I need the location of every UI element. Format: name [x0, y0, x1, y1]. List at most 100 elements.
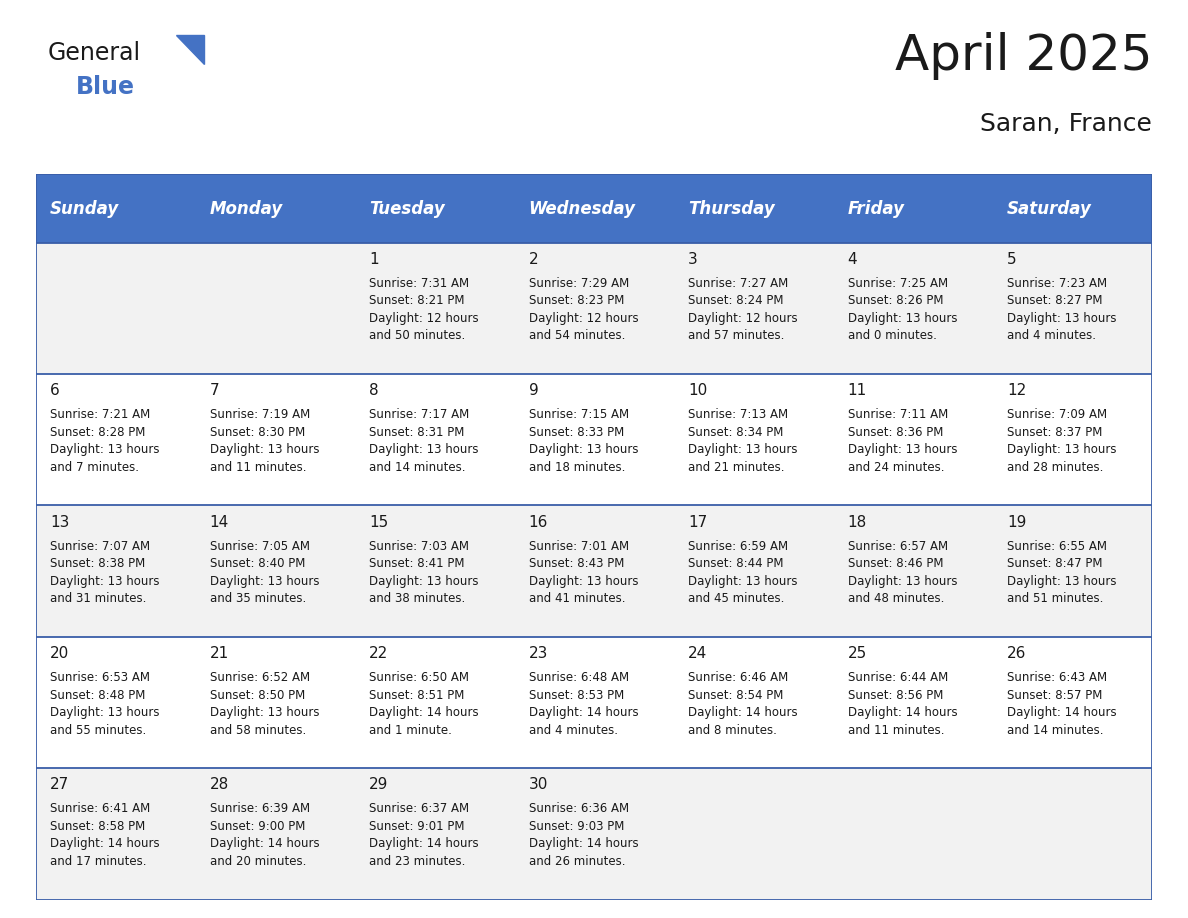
Bar — [514, 174, 674, 242]
Bar — [674, 174, 833, 242]
Bar — [833, 768, 993, 900]
Text: Tuesday: Tuesday — [369, 199, 444, 218]
Text: 2: 2 — [529, 252, 538, 267]
Text: Sunrise: 7:13 AM
Sunset: 8:34 PM
Daylight: 13 hours
and 21 minutes.: Sunrise: 7:13 AM Sunset: 8:34 PM Dayligh… — [688, 409, 797, 474]
Bar — [993, 174, 1152, 242]
Text: 18: 18 — [848, 515, 867, 530]
Text: Sunrise: 7:23 AM
Sunset: 8:27 PM
Daylight: 13 hours
and 4 minutes.: Sunrise: 7:23 AM Sunset: 8:27 PM Dayligh… — [1007, 277, 1117, 342]
Text: Saturday: Saturday — [1007, 199, 1092, 218]
Text: 17: 17 — [688, 515, 707, 530]
Text: Sunrise: 7:25 AM
Sunset: 8:26 PM
Daylight: 13 hours
and 0 minutes.: Sunrise: 7:25 AM Sunset: 8:26 PM Dayligh… — [848, 277, 958, 342]
Text: Sunrise: 7:21 AM
Sunset: 8:28 PM
Daylight: 13 hours
and 7 minutes.: Sunrise: 7:21 AM Sunset: 8:28 PM Dayligh… — [50, 409, 159, 474]
Bar — [833, 637, 993, 768]
Text: 10: 10 — [688, 384, 707, 398]
Text: Sunrise: 7:15 AM
Sunset: 8:33 PM
Daylight: 13 hours
and 18 minutes.: Sunrise: 7:15 AM Sunset: 8:33 PM Dayligh… — [529, 409, 638, 474]
Bar — [195, 174, 355, 242]
Text: 30: 30 — [529, 778, 548, 792]
Text: Sunrise: 7:05 AM
Sunset: 8:40 PM
Daylight: 13 hours
and 35 minutes.: Sunrise: 7:05 AM Sunset: 8:40 PM Dayligh… — [209, 540, 320, 605]
Bar — [36, 242, 195, 375]
Text: 22: 22 — [369, 646, 388, 661]
Text: Sunrise: 6:59 AM
Sunset: 8:44 PM
Daylight: 13 hours
and 45 minutes.: Sunrise: 6:59 AM Sunset: 8:44 PM Dayligh… — [688, 540, 797, 605]
Bar — [514, 637, 674, 768]
Text: 11: 11 — [848, 384, 867, 398]
Bar — [355, 174, 514, 242]
Text: 19: 19 — [1007, 515, 1026, 530]
Text: Sunrise: 7:17 AM
Sunset: 8:31 PM
Daylight: 13 hours
and 14 minutes.: Sunrise: 7:17 AM Sunset: 8:31 PM Dayligh… — [369, 409, 479, 474]
Bar — [36, 174, 195, 242]
Bar — [195, 768, 355, 900]
Bar — [36, 506, 195, 637]
Text: 6: 6 — [50, 384, 59, 398]
Text: Saran, France: Saran, France — [980, 112, 1152, 136]
Bar — [674, 375, 833, 506]
Bar — [674, 242, 833, 375]
Text: Sunrise: 6:39 AM
Sunset: 9:00 PM
Daylight: 14 hours
and 20 minutes.: Sunrise: 6:39 AM Sunset: 9:00 PM Dayligh… — [209, 802, 320, 868]
Text: 16: 16 — [529, 515, 548, 530]
Text: 26: 26 — [1007, 646, 1026, 661]
Bar — [993, 506, 1152, 637]
Bar — [195, 375, 355, 506]
Bar — [355, 242, 514, 375]
Text: 24: 24 — [688, 646, 707, 661]
Text: 13: 13 — [50, 515, 69, 530]
Bar — [833, 375, 993, 506]
Bar — [36, 768, 195, 900]
Text: 20: 20 — [50, 646, 69, 661]
Text: 4: 4 — [848, 252, 858, 267]
Text: 12: 12 — [1007, 384, 1026, 398]
Text: Sunrise: 6:53 AM
Sunset: 8:48 PM
Daylight: 13 hours
and 55 minutes.: Sunrise: 6:53 AM Sunset: 8:48 PM Dayligh… — [50, 671, 159, 736]
Text: 3: 3 — [688, 252, 697, 267]
Text: Sunrise: 6:44 AM
Sunset: 8:56 PM
Daylight: 14 hours
and 11 minutes.: Sunrise: 6:44 AM Sunset: 8:56 PM Dayligh… — [848, 671, 958, 736]
Bar — [674, 637, 833, 768]
Text: Monday: Monday — [209, 199, 283, 218]
Text: 29: 29 — [369, 778, 388, 792]
Bar — [195, 506, 355, 637]
Text: General: General — [48, 41, 140, 65]
Text: Sunrise: 6:43 AM
Sunset: 8:57 PM
Daylight: 14 hours
and 14 minutes.: Sunrise: 6:43 AM Sunset: 8:57 PM Dayligh… — [1007, 671, 1117, 736]
Text: Sunrise: 6:36 AM
Sunset: 9:03 PM
Daylight: 14 hours
and 26 minutes.: Sunrise: 6:36 AM Sunset: 9:03 PM Dayligh… — [529, 802, 638, 868]
Bar — [833, 242, 993, 375]
Text: 28: 28 — [209, 778, 229, 792]
Text: 15: 15 — [369, 515, 388, 530]
Bar — [833, 174, 993, 242]
Text: Sunrise: 6:50 AM
Sunset: 8:51 PM
Daylight: 14 hours
and 1 minute.: Sunrise: 6:50 AM Sunset: 8:51 PM Dayligh… — [369, 671, 479, 736]
Text: Sunday: Sunday — [50, 199, 119, 218]
Text: Sunrise: 7:01 AM
Sunset: 8:43 PM
Daylight: 13 hours
and 41 minutes.: Sunrise: 7:01 AM Sunset: 8:43 PM Dayligh… — [529, 540, 638, 605]
Text: Sunrise: 7:27 AM
Sunset: 8:24 PM
Daylight: 12 hours
and 57 minutes.: Sunrise: 7:27 AM Sunset: 8:24 PM Dayligh… — [688, 277, 798, 342]
Bar — [993, 375, 1152, 506]
Text: 27: 27 — [50, 778, 69, 792]
Text: Sunrise: 6:46 AM
Sunset: 8:54 PM
Daylight: 14 hours
and 8 minutes.: Sunrise: 6:46 AM Sunset: 8:54 PM Dayligh… — [688, 671, 798, 736]
Text: Sunrise: 7:09 AM
Sunset: 8:37 PM
Daylight: 13 hours
and 28 minutes.: Sunrise: 7:09 AM Sunset: 8:37 PM Dayligh… — [1007, 409, 1117, 474]
Text: Sunrise: 7:19 AM
Sunset: 8:30 PM
Daylight: 13 hours
and 11 minutes.: Sunrise: 7:19 AM Sunset: 8:30 PM Dayligh… — [209, 409, 320, 474]
Text: Sunrise: 6:55 AM
Sunset: 8:47 PM
Daylight: 13 hours
and 51 minutes.: Sunrise: 6:55 AM Sunset: 8:47 PM Dayligh… — [1007, 540, 1117, 605]
Text: Blue: Blue — [76, 75, 135, 99]
Text: 5: 5 — [1007, 252, 1017, 267]
Text: Thursday: Thursday — [688, 199, 775, 218]
Text: 23: 23 — [529, 646, 548, 661]
Text: Sunrise: 7:31 AM
Sunset: 8:21 PM
Daylight: 12 hours
and 50 minutes.: Sunrise: 7:31 AM Sunset: 8:21 PM Dayligh… — [369, 277, 479, 342]
Text: April 2025: April 2025 — [895, 32, 1152, 80]
Bar — [36, 637, 195, 768]
Text: 25: 25 — [848, 646, 867, 661]
Text: 7: 7 — [209, 384, 219, 398]
Bar — [674, 768, 833, 900]
Text: Sunrise: 7:03 AM
Sunset: 8:41 PM
Daylight: 13 hours
and 38 minutes.: Sunrise: 7:03 AM Sunset: 8:41 PM Dayligh… — [369, 540, 479, 605]
Text: 14: 14 — [209, 515, 229, 530]
Text: Sunrise: 6:41 AM
Sunset: 8:58 PM
Daylight: 14 hours
and 17 minutes.: Sunrise: 6:41 AM Sunset: 8:58 PM Dayligh… — [50, 802, 159, 868]
Bar — [993, 242, 1152, 375]
Text: Sunrise: 7:07 AM
Sunset: 8:38 PM
Daylight: 13 hours
and 31 minutes.: Sunrise: 7:07 AM Sunset: 8:38 PM Dayligh… — [50, 540, 159, 605]
Bar — [993, 768, 1152, 900]
Bar — [514, 242, 674, 375]
Bar — [514, 506, 674, 637]
Bar — [674, 506, 833, 637]
Bar — [514, 768, 674, 900]
Text: Sunrise: 6:48 AM
Sunset: 8:53 PM
Daylight: 14 hours
and 4 minutes.: Sunrise: 6:48 AM Sunset: 8:53 PM Dayligh… — [529, 671, 638, 736]
Text: Friday: Friday — [848, 199, 904, 218]
Text: 8: 8 — [369, 384, 379, 398]
Bar — [355, 768, 514, 900]
Bar — [355, 637, 514, 768]
Text: 1: 1 — [369, 252, 379, 267]
Text: Wednesday: Wednesday — [529, 199, 636, 218]
Bar — [195, 242, 355, 375]
Bar — [355, 506, 514, 637]
